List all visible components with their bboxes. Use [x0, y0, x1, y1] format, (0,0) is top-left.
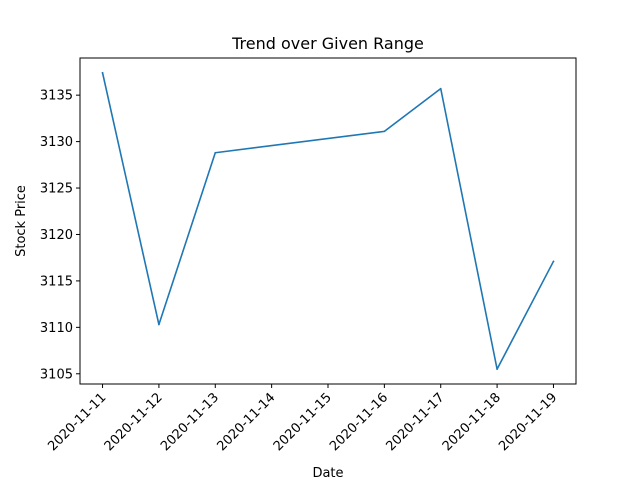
data-point — [496, 368, 498, 370]
y-axis-label: Stock Price — [14, 185, 29, 257]
y-tick-label: 3130 — [40, 135, 73, 150]
axes-frame — [79, 57, 577, 385]
data-point — [552, 260, 555, 263]
data-point — [383, 130, 386, 133]
chart-title: Trend over Given Range — [231, 34, 424, 53]
y-tick-label: 3110 — [40, 321, 73, 336]
x-axis-label: Date — [312, 466, 343, 480]
y-tick-label: 3135 — [40, 89, 73, 104]
y-tick-label: 3120 — [40, 228, 73, 243]
plot-lines — [101, 71, 555, 370]
y-tick-label: 3125 — [40, 182, 73, 197]
y-axis: 3105 3110 3115 3120 3125 3130 3135 — [40, 89, 80, 382]
data-point — [158, 323, 160, 326]
data-point — [439, 87, 442, 90]
y-tick-label: 3115 — [40, 274, 73, 289]
y-tick-label: 3105 — [40, 367, 73, 382]
data-point — [101, 72, 104, 74]
data-point — [214, 151, 217, 154]
